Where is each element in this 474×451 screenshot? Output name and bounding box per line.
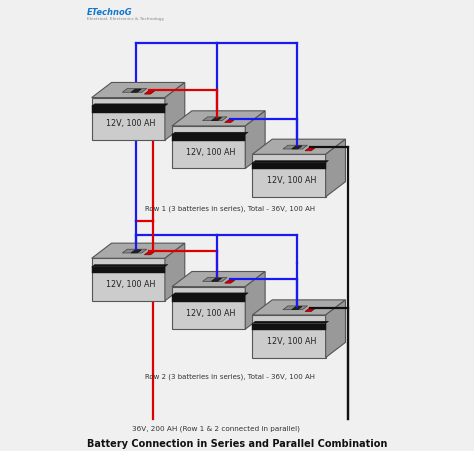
- Polygon shape: [305, 308, 315, 312]
- Polygon shape: [91, 265, 168, 267]
- Polygon shape: [172, 287, 245, 329]
- Polygon shape: [165, 83, 185, 140]
- Polygon shape: [172, 134, 245, 141]
- Polygon shape: [225, 280, 235, 283]
- Polygon shape: [225, 120, 235, 122]
- Polygon shape: [252, 139, 346, 154]
- Polygon shape: [252, 300, 346, 315]
- Polygon shape: [91, 83, 185, 97]
- Polygon shape: [172, 272, 265, 287]
- Polygon shape: [145, 91, 155, 94]
- Text: 12V, 100 AH: 12V, 100 AH: [106, 120, 155, 129]
- Text: 12V, 100 AH: 12V, 100 AH: [106, 280, 155, 289]
- Polygon shape: [252, 321, 328, 323]
- Polygon shape: [172, 132, 248, 134]
- Polygon shape: [145, 252, 155, 255]
- Polygon shape: [283, 306, 308, 310]
- Polygon shape: [211, 118, 221, 120]
- Polygon shape: [245, 111, 265, 169]
- Polygon shape: [91, 106, 165, 113]
- Polygon shape: [91, 104, 168, 106]
- Polygon shape: [252, 315, 326, 358]
- Polygon shape: [131, 89, 141, 92]
- Text: 12V, 100 AH: 12V, 100 AH: [267, 337, 316, 346]
- Polygon shape: [202, 277, 227, 281]
- Polygon shape: [292, 307, 302, 309]
- Polygon shape: [252, 154, 326, 197]
- Polygon shape: [252, 323, 326, 330]
- Polygon shape: [326, 300, 346, 358]
- Polygon shape: [252, 163, 326, 170]
- Text: 12V, 100 AH: 12V, 100 AH: [186, 148, 236, 157]
- Text: Electrical, Electronics & Technology: Electrical, Electronics & Technology: [87, 17, 164, 21]
- Polygon shape: [172, 293, 248, 295]
- Polygon shape: [91, 258, 165, 301]
- Text: ETechnoG: ETechnoG: [87, 8, 133, 17]
- Polygon shape: [245, 272, 265, 329]
- Polygon shape: [91, 243, 185, 258]
- Polygon shape: [172, 295, 245, 302]
- Polygon shape: [122, 249, 147, 253]
- Polygon shape: [122, 88, 147, 92]
- Text: 12V, 100 AH: 12V, 100 AH: [267, 176, 316, 185]
- Text: Row 1 (3 batteries in series), Total - 36V, 100 AH: Row 1 (3 batteries in series), Total - 3…: [145, 205, 315, 212]
- Text: 36V, 200 AH (Row 1 & 2 connected in parallel): 36V, 200 AH (Row 1 & 2 connected in para…: [132, 425, 300, 432]
- Polygon shape: [211, 278, 221, 281]
- Polygon shape: [292, 146, 302, 149]
- Polygon shape: [91, 97, 165, 140]
- Text: 12V, 100 AH: 12V, 100 AH: [186, 308, 236, 318]
- Polygon shape: [252, 161, 328, 163]
- Polygon shape: [131, 250, 141, 253]
- Polygon shape: [326, 139, 346, 197]
- Polygon shape: [91, 267, 165, 273]
- Polygon shape: [172, 111, 265, 126]
- Text: Row 2 (3 batteries in series), Total - 36V, 100 AH: Row 2 (3 batteries in series), Total - 3…: [145, 373, 315, 380]
- Polygon shape: [305, 148, 315, 151]
- Polygon shape: [172, 126, 245, 169]
- Polygon shape: [283, 145, 308, 149]
- Text: Battery Connection in Series and Parallel Combination: Battery Connection in Series and Paralle…: [87, 439, 387, 449]
- Polygon shape: [202, 117, 227, 121]
- Polygon shape: [165, 243, 185, 301]
